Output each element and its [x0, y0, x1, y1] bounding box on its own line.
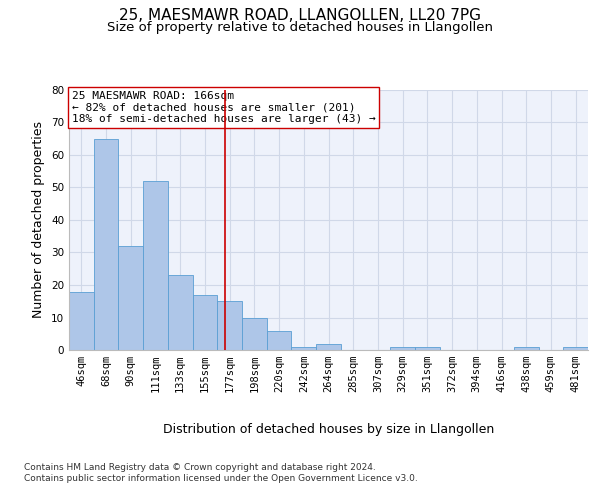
Text: Distribution of detached houses by size in Llangollen: Distribution of detached houses by size …: [163, 422, 494, 436]
Bar: [563, 347, 588, 350]
Text: 25 MAESMAWR ROAD: 166sqm
← 82% of detached houses are smaller (201)
18% of semi-: 25 MAESMAWR ROAD: 166sqm ← 82% of detach…: [71, 92, 376, 124]
Text: Size of property relative to detached houses in Llangollen: Size of property relative to detached ho…: [107, 21, 493, 34]
Text: 25, MAESMAWR ROAD, LLANGOLLEN, LL20 7PG: 25, MAESMAWR ROAD, LLANGOLLEN, LL20 7PG: [119, 8, 481, 22]
Bar: [69, 292, 94, 350]
Bar: [514, 347, 539, 350]
Bar: [94, 138, 118, 350]
Bar: [217, 301, 242, 350]
Bar: [292, 347, 316, 350]
Y-axis label: Number of detached properties: Number of detached properties: [32, 122, 46, 318]
Bar: [390, 347, 415, 350]
Bar: [193, 294, 217, 350]
Bar: [118, 246, 143, 350]
Bar: [143, 181, 168, 350]
Bar: [415, 347, 440, 350]
Bar: [316, 344, 341, 350]
Bar: [267, 330, 292, 350]
Bar: [168, 275, 193, 350]
Text: Contains HM Land Registry data © Crown copyright and database right 2024.: Contains HM Land Registry data © Crown c…: [24, 462, 376, 471]
Bar: [242, 318, 267, 350]
Text: Contains public sector information licensed under the Open Government Licence v3: Contains public sector information licen…: [24, 474, 418, 483]
